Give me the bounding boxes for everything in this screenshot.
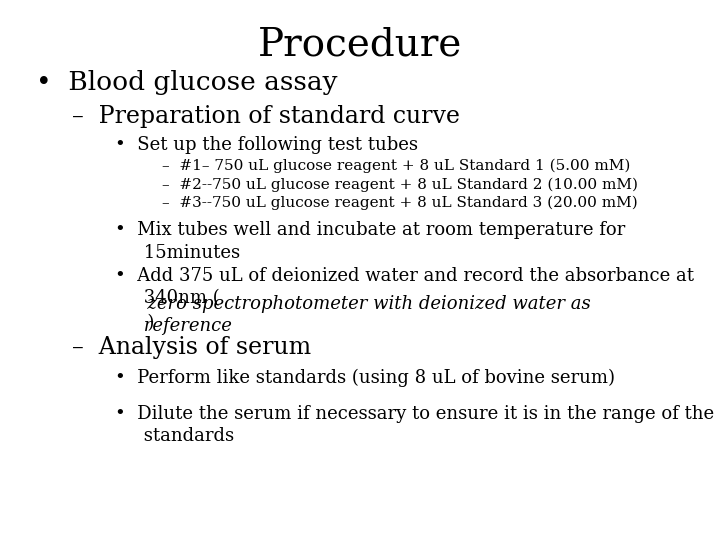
Text: Procedure: Procedure xyxy=(258,27,462,64)
Text: –  Analysis of serum: – Analysis of serum xyxy=(72,336,311,359)
Text: ): ) xyxy=(115,314,155,332)
Text: –  Preparation of standard curve: – Preparation of standard curve xyxy=(72,105,460,128)
Text: •  Dilute the serum if necessary to ensure it is in the range of the
     standa: • Dilute the serum if necessary to ensur… xyxy=(115,405,714,445)
Text: •  Add 375 uL of deionized water and record the absorbance at
     340nm (: • Add 375 uL of deionized water and reco… xyxy=(115,267,694,307)
Text: •  Blood glucose assay: • Blood glucose assay xyxy=(36,70,338,95)
Text: –  #3--750 uL glucose reagent + 8 uL Standard 3 (20.00 mM): – #3--750 uL glucose reagent + 8 uL Stan… xyxy=(162,195,638,210)
Text: zero spectrophotometer with deionized water as
     reference: zero spectrophotometer with deionized wa… xyxy=(115,295,591,335)
Text: •  Perform like standards (using 8 uL of bovine serum): • Perform like standards (using 8 uL of … xyxy=(115,368,615,387)
Text: •  Set up the following test tubes: • Set up the following test tubes xyxy=(115,136,418,154)
Text: •  Mix tubes well and incubate at room temperature for
     15minutes: • Mix tubes well and incubate at room te… xyxy=(115,221,626,261)
Text: –  #1– 750 uL glucose reagent + 8 uL Standard 1 (5.00 mM): – #1– 750 uL glucose reagent + 8 uL Stan… xyxy=(162,159,631,173)
Text: –  #2--750 uL glucose reagent + 8 uL Standard 2 (10.00 mM): – #2--750 uL glucose reagent + 8 uL Stan… xyxy=(162,177,638,192)
